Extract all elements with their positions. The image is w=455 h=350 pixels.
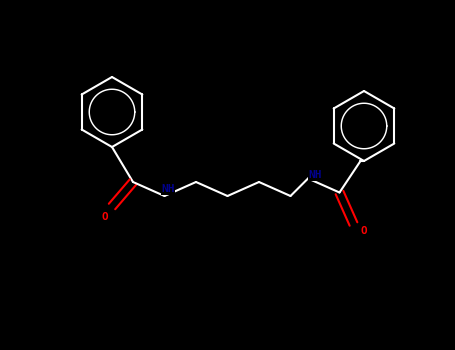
Text: NH: NH bbox=[308, 170, 322, 180]
Text: O: O bbox=[361, 226, 367, 236]
Text: NH: NH bbox=[161, 184, 175, 194]
Text: O: O bbox=[101, 212, 108, 222]
